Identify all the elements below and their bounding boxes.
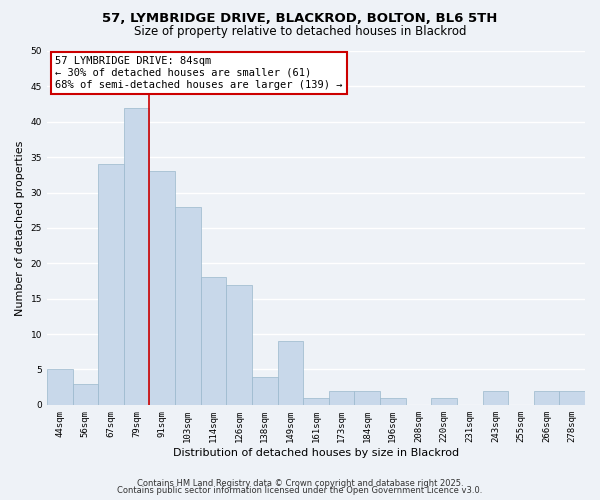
X-axis label: Distribution of detached houses by size in Blackrod: Distribution of detached houses by size … [173, 448, 459, 458]
Bar [278, 341, 303, 405]
Bar [149, 172, 175, 405]
Bar [47, 370, 73, 405]
Text: Contains public sector information licensed under the Open Government Licence v3: Contains public sector information licen… [118, 486, 482, 495]
Text: Contains HM Land Registry data © Crown copyright and database right 2025.: Contains HM Land Registry data © Crown c… [137, 478, 463, 488]
Bar [559, 390, 585, 405]
Bar [98, 164, 124, 405]
Bar [431, 398, 457, 405]
Bar [73, 384, 98, 405]
Text: 57, LYMBRIDGE DRIVE, BLACKROD, BOLTON, BL6 5TH: 57, LYMBRIDGE DRIVE, BLACKROD, BOLTON, B… [103, 12, 497, 26]
Bar [200, 278, 226, 405]
Bar [380, 398, 406, 405]
Bar [252, 376, 278, 405]
Bar [534, 390, 559, 405]
Y-axis label: Number of detached properties: Number of detached properties [15, 140, 25, 316]
Bar [303, 398, 329, 405]
Bar [355, 390, 380, 405]
Text: 57 LYMBRIDGE DRIVE: 84sqm
← 30% of detached houses are smaller (61)
68% of semi-: 57 LYMBRIDGE DRIVE: 84sqm ← 30% of detac… [55, 56, 343, 90]
Bar [124, 108, 149, 405]
Bar [175, 206, 200, 405]
Bar [329, 390, 355, 405]
Text: Size of property relative to detached houses in Blackrod: Size of property relative to detached ho… [134, 25, 466, 38]
Bar [226, 284, 252, 405]
Bar [482, 390, 508, 405]
